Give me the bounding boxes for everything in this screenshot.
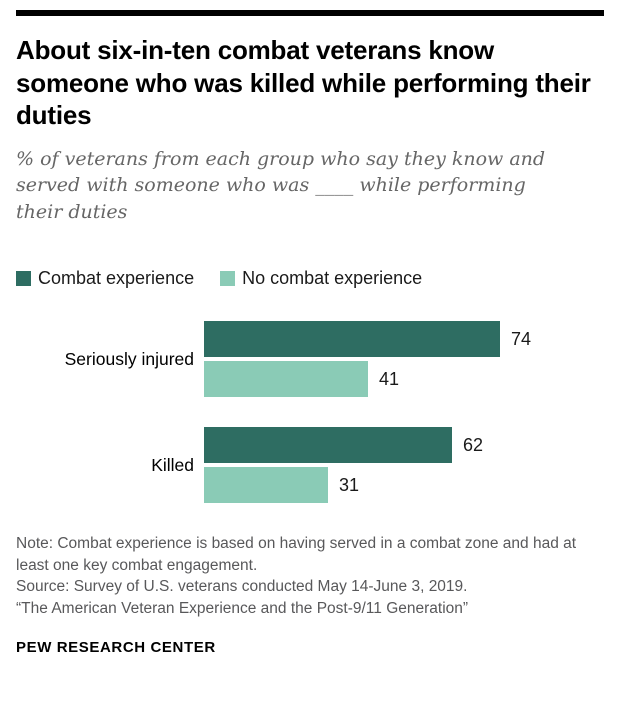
chart-row: Killed 62 31: [16, 427, 604, 504]
legend: Combat experience No combat experience: [16, 268, 604, 289]
value-label: 31: [339, 474, 360, 495]
bar-combat: [204, 427, 452, 464]
bar-no-combat: [204, 467, 328, 504]
source-text: Source: Survey of U.S. veterans conducte…: [16, 578, 468, 596]
report-title-text: “The American Veteran Experience and the…: [16, 599, 469, 617]
legend-swatch-combat: [16, 271, 31, 287]
legend-item-combat: Combat experience: [16, 268, 194, 289]
value-label: 41: [379, 368, 400, 389]
category-label: Seriously injured: [64, 348, 194, 369]
bar-chart: Seriously injured 74 41 Killed 62 31: [16, 321, 604, 504]
footnotes: Note: Combat experience is based on havi…: [16, 533, 596, 619]
category-label: Killed: [151, 454, 194, 475]
bar-line: 31: [204, 467, 604, 504]
legend-item-no-combat: No combat experience: [220, 268, 422, 289]
bar-group: 74 41: [204, 321, 604, 398]
brand-line: PEW RESEARCH CENTER: [16, 638, 216, 656]
chart-subtitle: % of veterans from each group who say th…: [16, 147, 546, 224]
chart-row: Seriously injured 74 41: [16, 321, 604, 398]
note-text: Note: Combat experience is based on havi…: [16, 535, 577, 574]
bar-line: 62: [204, 427, 604, 464]
legend-label-no-combat: No combat experience: [242, 268, 423, 289]
legend-swatch-no-combat: [220, 271, 236, 287]
legend-label-combat: Combat experience: [38, 268, 195, 289]
chart-title: About six-in-ten combat veterans know so…: [16, 35, 591, 130]
bar-no-combat: [204, 361, 368, 398]
bar-group: 62 31: [204, 427, 604, 504]
bar-combat: [204, 321, 500, 358]
value-label: 74: [511, 328, 532, 349]
bar-line: 41: [204, 361, 604, 398]
bar-line: 74: [204, 321, 604, 358]
top-rule: [16, 10, 604, 16]
value-label: 62: [463, 434, 484, 455]
